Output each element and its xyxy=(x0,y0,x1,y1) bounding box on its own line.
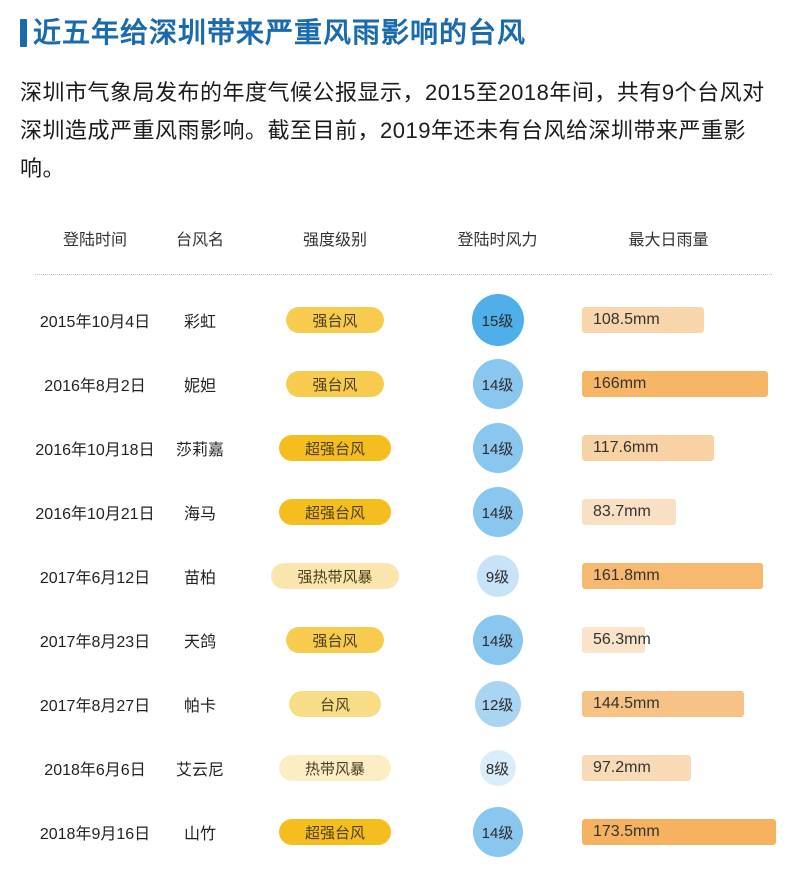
title-accent-bar xyxy=(20,19,27,47)
intensity-badge: 强台风 xyxy=(286,627,384,653)
intensity-badge: 台风 xyxy=(289,691,381,717)
table-row: 2016年10月21日 海马 超强台风 14级 83.7mm xyxy=(20,480,782,544)
rainfall-bar: 108.5mm xyxy=(582,307,704,333)
column-header-intensity: 强度级别 xyxy=(302,232,367,249)
column-header-max-daily-rain: 最大日雨量 xyxy=(628,232,709,249)
landing-date: 2016年8月2日 xyxy=(44,378,146,395)
wind-level-circle: 14级 xyxy=(472,807,523,857)
landing-date: 2015年10月4日 xyxy=(39,314,151,331)
table-row: 2017年8月23日 天鸽 强台风 14级 56.3mm xyxy=(20,608,782,672)
rainfall-bar: 117.6mm xyxy=(582,435,714,461)
wind-level-circle: 9级 xyxy=(476,555,519,597)
intensity-badge: 超强台风 xyxy=(278,435,391,461)
intensity-badge: 超强台风 xyxy=(278,499,391,525)
wind-level-circle: 14级 xyxy=(472,359,523,409)
landing-date: 2016年10月21日 xyxy=(35,506,155,523)
rainfall-bar: 144.5mm xyxy=(582,691,744,717)
landing-date: 2017年8月23日 xyxy=(39,634,151,651)
table-row: 2018年9月16日 山竹 超强台风 14级 173.5mm xyxy=(20,800,782,864)
typhoon-name: 苗柏 xyxy=(183,570,216,587)
typhoon-name: 帕卡 xyxy=(183,698,216,715)
title-row: 近五年给深圳带来严重风雨影响的台风 xyxy=(20,16,782,50)
intensity-badge: 强台风 xyxy=(286,371,384,397)
typhoon-name: 山竹 xyxy=(183,826,216,843)
rainfall-bar: 166mm xyxy=(582,371,768,397)
wind-level-circle: 14级 xyxy=(472,615,523,665)
table-row: 2016年10月18日 莎莉嘉 超强台风 14级 117.6mm xyxy=(20,416,782,480)
intensity-badge: 强台风 xyxy=(286,307,384,333)
landing-date: 2017年8月27日 xyxy=(39,698,151,715)
landing-date: 2018年6月6日 xyxy=(44,762,146,779)
wind-level-circle: 14级 xyxy=(472,423,523,473)
column-header-landing-time: 登陆时间 xyxy=(62,232,127,249)
typhoon-name: 艾云尼 xyxy=(175,762,224,779)
typhoon-name: 海马 xyxy=(183,506,216,523)
page-title: 近五年给深圳带来严重风雨影响的台风 xyxy=(33,17,527,48)
table-row: 2016年8月2日 妮妲 强台风 14级 166mm xyxy=(20,352,782,416)
landing-date: 2018年9月16日 xyxy=(39,826,151,843)
table-row: 2017年8月27日 帕卡 台风 12级 144.5mm xyxy=(20,672,782,736)
landing-date: 2016年10月18日 xyxy=(35,442,155,459)
column-header-typhoon-name: 台风名 xyxy=(175,232,224,249)
intensity-badge: 超强台风 xyxy=(278,819,391,845)
landing-date: 2017年6月12日 xyxy=(39,570,151,587)
wind-level-circle: 14级 xyxy=(472,487,523,537)
rainfall-bar: 97.2mm xyxy=(582,755,691,781)
intro-text: 深圳市气象局发布的年度气候公报显示，2015至2018年间，共有9个台风对深圳造… xyxy=(20,80,765,181)
rainfall-bar: 56.3mm xyxy=(582,627,651,653)
typhoon-name: 天鸽 xyxy=(183,634,216,651)
wind-level-circle: 15级 xyxy=(471,294,524,346)
rainfall-bar: 83.7mm xyxy=(582,499,676,525)
table-body: 2015年10月4日 彩虹 强台风 15级 108.5mm 2016年8月2日 … xyxy=(20,288,782,864)
intensity-badge: 强热带风暴 xyxy=(271,563,399,589)
rainfall-bar: 173.5mm xyxy=(582,819,776,845)
column-header-wind-force: 登陆时风力 xyxy=(457,232,538,249)
typhoon-name: 莎莉嘉 xyxy=(175,442,224,459)
header-divider xyxy=(35,274,772,275)
rainfall-bar: 161.8mm xyxy=(582,563,763,589)
wind-level-circle: 8级 xyxy=(479,750,516,786)
typhoon-table: 登陆时间 台风名 强度级别 登陆时风力 最大日雨量 2015年10月4日 彩虹 … xyxy=(20,226,782,864)
intensity-badge: 热带风暴 xyxy=(278,755,391,781)
table-row: 2015年10月4日 彩虹 强台风 15级 108.5mm xyxy=(20,288,782,352)
table-row: 2017年6月12日 苗柏 强热带风暴 9级 161.8mm xyxy=(20,544,782,608)
typhoon-name: 妮妲 xyxy=(183,378,216,395)
typhoon-name: 彩虹 xyxy=(183,314,216,331)
table-header-row: 登陆时间 台风名 强度级别 登陆时风力 最大日雨量 xyxy=(20,226,782,249)
wind-level-circle: 12级 xyxy=(474,681,521,727)
table-row: 2018年6月6日 艾云尼 热带风暴 8级 97.2mm xyxy=(20,736,782,800)
